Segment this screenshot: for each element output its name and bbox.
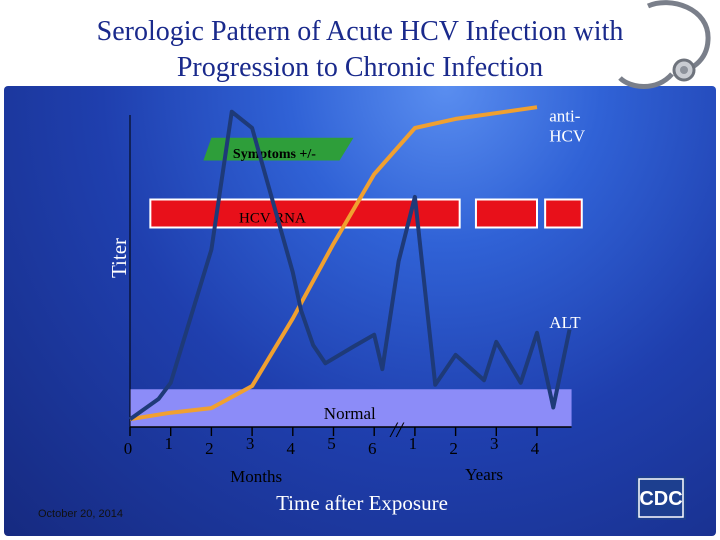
alt-label: ALT [549, 313, 581, 332]
x-tick-label: 3 [246, 434, 255, 453]
x-unit-label-months: Months [230, 467, 282, 486]
footer-date: October 20, 2014 [38, 508, 124, 520]
symptoms-band [203, 137, 354, 161]
anti-hcv-label: anti-HCV [549, 107, 586, 146]
x-tick-label: 2 [205, 439, 214, 458]
x-tick-label: 4 [287, 439, 296, 458]
x-tick-label: 2 [449, 439, 458, 458]
symptoms-label: Symptoms +/- [233, 147, 316, 162]
cdc-logo-text: CDC [639, 488, 682, 510]
slide-background-panel [4, 86, 716, 536]
hcv-rna-label: HCV RNA [239, 210, 306, 226]
y-axis-title: Titer [107, 238, 131, 278]
stethoscope-icon [618, 0, 711, 89]
x-axis-title: Time after Exposure [276, 491, 448, 515]
x-tick-label: 6 [368, 439, 377, 458]
x-tick-label: 5 [327, 434, 336, 453]
hcv-rna-bar [474, 198, 539, 229]
x-tick-label: 1 [164, 434, 173, 453]
anti-hcv-line [129, 105, 538, 422]
normal-label: Normal [324, 404, 376, 423]
slide-title: Serologic Pattern of Acute HCV Infection… [96, 16, 624, 83]
alt-line [128, 109, 572, 421]
x-tick-label: 0 [124, 439, 133, 458]
cdc-logo: CDC [636, 476, 686, 520]
x-tick-label: 1 [409, 434, 418, 453]
hcv-rna-bar [544, 198, 583, 229]
x-unit-label-years: Years [465, 465, 503, 484]
axis-break-mark: // [388, 417, 404, 442]
x-tick-label: 4 [531, 439, 540, 458]
x-tick-label: 3 [490, 434, 499, 453]
